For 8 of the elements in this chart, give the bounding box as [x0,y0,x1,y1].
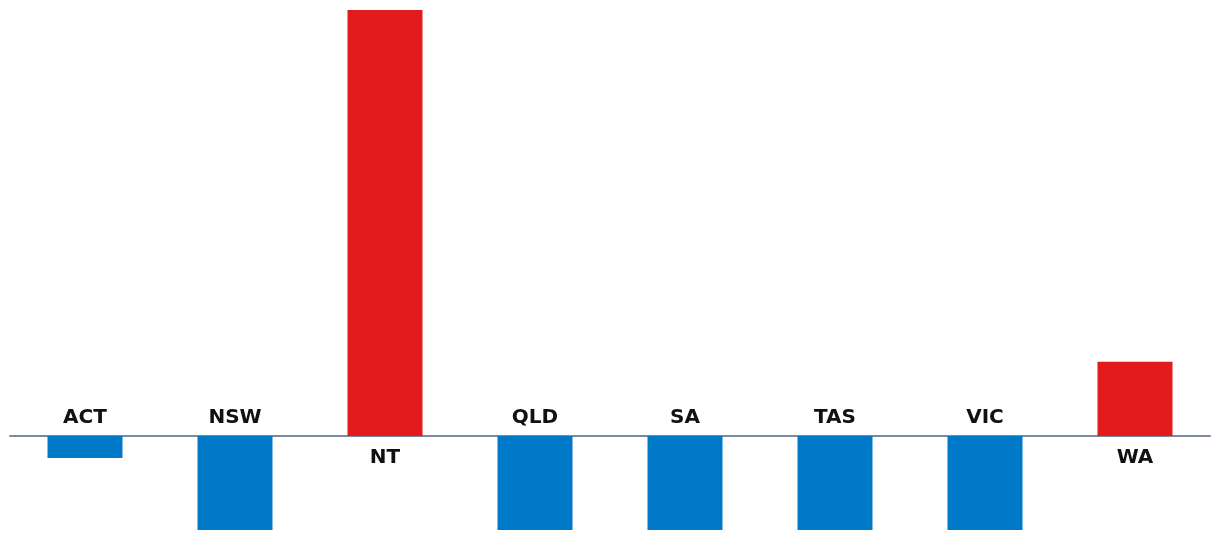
x-tick-label: ACT [63,403,108,428]
x-tick-label: NSW [208,403,262,428]
x-tick-label: VIC [966,403,1004,428]
x-tick-label: TAS [814,403,856,428]
x-tick-label: SA [670,403,701,428]
x-tick-label: WA [1116,443,1154,468]
x-tick-label: NT [369,443,401,468]
x-tick-label: QLD [511,403,559,428]
